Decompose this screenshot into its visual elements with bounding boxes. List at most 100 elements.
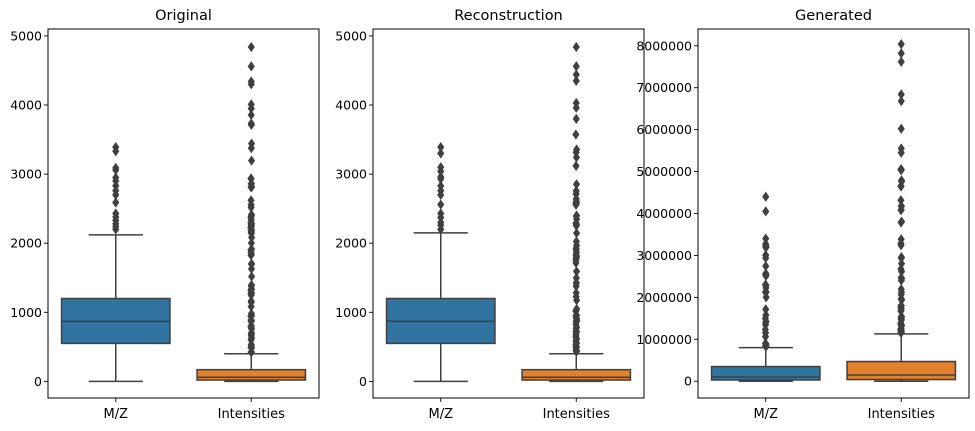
y-tick-label: 4000 xyxy=(10,98,42,113)
outlier-point xyxy=(247,339,255,350)
outlier-point xyxy=(247,250,255,261)
y-tick-label: 2000 xyxy=(10,236,42,251)
outlier-point xyxy=(112,162,120,174)
outlier-point xyxy=(762,206,770,217)
box-iqr xyxy=(846,360,957,381)
box-iqr xyxy=(710,365,821,381)
outlier-point xyxy=(247,279,256,291)
outlier-point xyxy=(572,218,580,229)
outlier-point xyxy=(572,152,581,163)
y-tick-label: 3000000 xyxy=(636,248,692,263)
x-tick-label: M/Z xyxy=(753,407,778,422)
box-iqr xyxy=(521,368,632,381)
outlier-point xyxy=(572,322,581,333)
outlier-point xyxy=(897,165,905,176)
y-tick-label: 1000 xyxy=(10,305,42,320)
outlier-point xyxy=(897,200,905,212)
outlier-point xyxy=(112,172,120,183)
outlier-point xyxy=(897,38,905,50)
y-tick-label: 7000000 xyxy=(636,80,692,95)
y-tick-label: 5000 xyxy=(335,28,367,43)
outlier-point xyxy=(572,129,580,140)
outlier-point xyxy=(572,272,580,284)
x-tick-label: Intensities xyxy=(543,407,610,422)
outlier-point xyxy=(762,191,770,202)
axes-frame xyxy=(697,28,970,399)
axes-frame xyxy=(47,28,320,399)
outlier-point xyxy=(572,97,580,109)
outlier-point xyxy=(247,195,255,206)
y-tick-label: 0 xyxy=(359,374,367,389)
outlier-point xyxy=(572,41,580,53)
outlier-point xyxy=(247,41,255,53)
outlier-point xyxy=(762,249,770,261)
y-tick-label: 5000000 xyxy=(636,164,692,179)
y-tick-label: 4000 xyxy=(335,98,367,113)
outlier-point xyxy=(437,199,445,210)
outlier-point xyxy=(897,289,905,300)
outlier-point xyxy=(572,250,580,261)
y-tick-label: 0 xyxy=(684,374,692,389)
outlier-point xyxy=(897,251,905,263)
outlier-point xyxy=(897,123,905,134)
outlier-point xyxy=(573,228,581,239)
outlier-point xyxy=(112,208,120,219)
outlier-point xyxy=(437,208,445,219)
outlier-point xyxy=(437,142,445,153)
outlier-point xyxy=(572,310,580,322)
outlier-point xyxy=(247,143,255,154)
outlier-point xyxy=(572,113,580,124)
outlier-point xyxy=(112,197,120,208)
outlier-point xyxy=(897,313,905,325)
outlier-point xyxy=(572,331,580,343)
y-tick-label: 3000 xyxy=(335,167,367,182)
outlier-point xyxy=(112,142,120,153)
chart-panel: Original 0 1000 2000 3000 4000 5000 M/Z Intensit… xyxy=(10,8,320,422)
outlier-point xyxy=(247,155,256,166)
y-tick-label: 4000000 xyxy=(636,206,692,221)
outlier-point xyxy=(247,61,255,72)
axes-frame xyxy=(372,28,645,399)
outlier-point xyxy=(437,180,445,191)
outlier-point xyxy=(248,181,256,193)
outlier-point xyxy=(247,263,256,275)
outlier-point xyxy=(897,258,906,269)
outlier-point xyxy=(762,316,770,327)
outlier-point xyxy=(897,56,905,67)
outlier-point xyxy=(572,236,580,247)
chart-title: Reconstruction xyxy=(454,8,563,24)
outlier-point xyxy=(897,181,905,192)
y-tick-label: 1000000 xyxy=(636,332,692,347)
y-tick-label: 1000 xyxy=(335,305,367,320)
outlier-point xyxy=(247,301,255,312)
outlier-point xyxy=(762,233,770,244)
outlier-point xyxy=(247,290,255,301)
outlier-point xyxy=(897,234,905,245)
y-tick-label: 5000 xyxy=(10,28,42,43)
outlier-point xyxy=(247,76,255,87)
outlier-point xyxy=(897,263,905,275)
x-tick-label: Intensities xyxy=(868,407,935,422)
outlier-point xyxy=(572,185,580,196)
chart-title: Generated xyxy=(795,8,872,24)
chart-panel: Reconstruction 0 1000 2000 3000 4000 5000 M/Z In… xyxy=(335,8,645,422)
outlier-point xyxy=(897,48,905,59)
outlier-point xyxy=(247,119,255,130)
x-tick-label: Intensities xyxy=(218,407,285,422)
outlier-point xyxy=(437,162,445,173)
outlier-point xyxy=(247,308,255,319)
outlier-point xyxy=(572,196,580,207)
x-tick-label: M/Z xyxy=(103,407,128,422)
outlier-point xyxy=(572,61,580,72)
outlier-point xyxy=(247,109,255,121)
y-tick-label: 2000 xyxy=(335,236,367,251)
outlier-point xyxy=(437,148,445,159)
outlier-point xyxy=(762,304,770,315)
outlier-point xyxy=(897,275,905,286)
outlier-point xyxy=(762,238,770,250)
outlier-point xyxy=(247,99,255,110)
y-tick-label: 3000 xyxy=(10,167,42,182)
y-tick-label: 0 xyxy=(34,374,42,389)
outlier-point xyxy=(248,225,256,236)
